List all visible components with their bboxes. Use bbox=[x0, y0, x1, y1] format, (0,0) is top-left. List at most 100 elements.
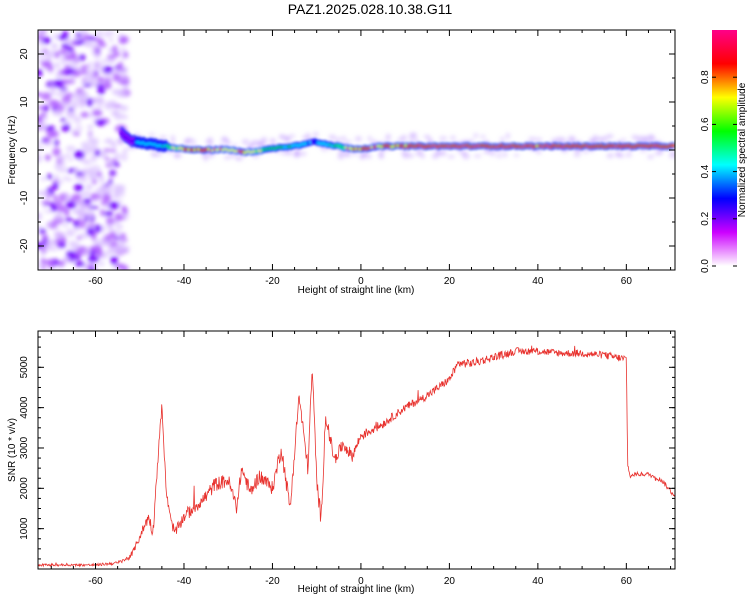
snr-x-ticks: -60 -40 -20 0 20 40 60 bbox=[50, 331, 672, 587]
halo-blob bbox=[420, 153, 425, 159]
halo-blob bbox=[300, 151, 307, 156]
halo-blob bbox=[489, 150, 496, 157]
noise-blob bbox=[110, 148, 117, 153]
noise-blob bbox=[67, 46, 75, 53]
noise-blob bbox=[68, 157, 74, 162]
y-tick-label: 5000 bbox=[19, 356, 30, 379]
noise-blob bbox=[116, 89, 128, 97]
noise-blob bbox=[39, 190, 51, 197]
halo-blob bbox=[229, 154, 237, 158]
noise-blob bbox=[119, 80, 130, 85]
noise-blob bbox=[77, 220, 86, 229]
snr-panel: -60 -40 -20 0 20 40 60 1000 2000 3000 4000 5000 He… bbox=[7, 330, 676, 595]
halo-blob bbox=[366, 153, 372, 160]
snr-frame bbox=[37, 330, 676, 570]
noise-blob bbox=[88, 113, 94, 118]
x-tick-label: -20 bbox=[265, 576, 280, 587]
halo-blob bbox=[170, 139, 176, 145]
halo-blob bbox=[344, 151, 352, 158]
noise-blob bbox=[64, 54, 74, 61]
colorbar-tick-label: 0.0 bbox=[700, 259, 711, 273]
noise-blob bbox=[51, 110, 63, 116]
noise-blob bbox=[50, 43, 59, 50]
noise-blob bbox=[38, 263, 42, 269]
spectrogram-y-ticks: -20 -10 0 10 20 bbox=[19, 29, 675, 271]
halo-blob bbox=[150, 152, 157, 157]
noise-blob bbox=[78, 202, 87, 212]
halo-blob bbox=[407, 153, 414, 159]
noise-blob bbox=[52, 147, 61, 157]
halo-blob bbox=[625, 152, 632, 158]
noise-blob bbox=[42, 37, 51, 44]
noise-blob bbox=[38, 69, 43, 77]
halo-blob bbox=[500, 136, 505, 142]
noise-blob bbox=[55, 71, 61, 76]
noise-blob bbox=[115, 186, 123, 193]
noise-blob bbox=[48, 99, 59, 108]
noise-blob bbox=[69, 256, 75, 262]
noise-blob bbox=[77, 90, 88, 100]
halo-blob bbox=[284, 136, 291, 142]
noise-blob bbox=[114, 70, 122, 75]
noise-blob bbox=[108, 178, 113, 184]
noise-blob bbox=[61, 222, 70, 228]
noise-blob bbox=[100, 209, 105, 217]
noise-blob bbox=[88, 61, 93, 66]
halo-blob bbox=[334, 137, 342, 142]
x-tick-label: -60 bbox=[88, 276, 103, 287]
halo-blob bbox=[505, 132, 511, 139]
halo-blob bbox=[207, 137, 213, 143]
noise-blob bbox=[38, 48, 45, 52]
halo-blob bbox=[403, 150, 410, 156]
noise-blob bbox=[109, 173, 115, 178]
halo-blob bbox=[620, 138, 627, 142]
halo-blob bbox=[528, 137, 537, 142]
noise-blob bbox=[118, 47, 127, 53]
noise-blob bbox=[68, 107, 74, 112]
noise-blob bbox=[90, 154, 98, 163]
noise-blob bbox=[57, 179, 64, 185]
noise-blob bbox=[80, 111, 90, 118]
halo-blob bbox=[340, 136, 347, 141]
noise-blob bbox=[91, 244, 102, 252]
noise-blob bbox=[111, 232, 117, 239]
halo-blob bbox=[313, 131, 319, 138]
noise-blob bbox=[111, 45, 118, 54]
noise-blob bbox=[64, 64, 70, 72]
halo-blob bbox=[635, 136, 641, 141]
noise-blob bbox=[82, 178, 88, 182]
noise-blob bbox=[54, 139, 59, 147]
noise-blob bbox=[84, 39, 93, 48]
x-tick-label: 40 bbox=[532, 576, 544, 587]
halo-blob bbox=[397, 137, 405, 142]
noise-blob bbox=[114, 212, 122, 222]
halo-blob bbox=[170, 135, 175, 141]
y-tick-label: 1000 bbox=[19, 517, 30, 540]
noise-blob bbox=[102, 81, 112, 90]
x-tick-label: -20 bbox=[265, 276, 280, 287]
noise-blob bbox=[97, 42, 107, 48]
spectrogram-x-ticks: -60 -40 -20 0 20 40 60 bbox=[50, 30, 672, 287]
noise-blob bbox=[53, 200, 63, 206]
halo-blob bbox=[592, 134, 598, 141]
halo-blob bbox=[207, 143, 214, 147]
noise-blob bbox=[123, 84, 129, 89]
noise-blob bbox=[98, 175, 105, 183]
noise-blob bbox=[54, 50, 60, 59]
y-tick-label: 4000 bbox=[19, 396, 30, 419]
halo-blob bbox=[385, 133, 392, 139]
noise-blob bbox=[113, 162, 120, 167]
halo-blob bbox=[503, 151, 508, 158]
halo-blob bbox=[473, 133, 479, 138]
noise-blob bbox=[70, 72, 75, 81]
halo-blob bbox=[535, 137, 543, 142]
noise-blob bbox=[115, 223, 124, 230]
noise-blob bbox=[86, 67, 97, 76]
halo-blob bbox=[378, 153, 385, 159]
noise-blob bbox=[43, 104, 49, 112]
noise-blob bbox=[65, 145, 76, 152]
noise-blob bbox=[88, 255, 97, 263]
halo-blob bbox=[583, 148, 588, 154]
spectrogram-x-axis-label: Height of straight line (km) bbox=[298, 285, 415, 296]
noise-blob bbox=[118, 40, 127, 44]
